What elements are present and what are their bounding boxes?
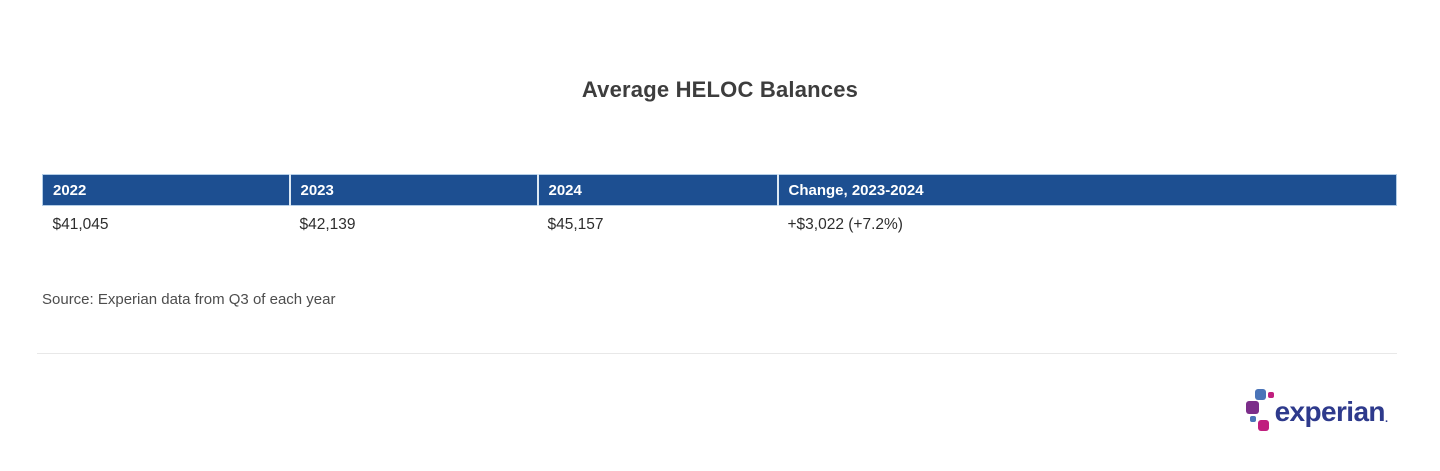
source-note: Source: Experian data from Q3 of each ye… (42, 291, 336, 308)
page-title: Average HELOC Balances (581, 77, 859, 102)
table-header-row: 2022 2023 2024 Change, 2023-2024 (42, 174, 1397, 206)
logo-square-magenta-icon (1257, 420, 1269, 431)
logo-square-blue-small-icon (1249, 416, 1256, 422)
logo-square-magenta-small-icon (1267, 392, 1274, 398)
column-header-2022: 2022 (42, 174, 291, 206)
balance-2022-cell: $41,045 (42, 205, 290, 246)
horizontal-divider (37, 353, 1397, 354)
balance-2024-cell: $45,157 (537, 205, 778, 246)
logo-square-blue-icon (1254, 389, 1266, 400)
logo-square-purple-icon (1245, 401, 1259, 414)
column-header-2024: 2024 (537, 174, 779, 206)
experian-logo-text: experian (1274, 396, 1386, 427)
column-header-change: Change, 2023-2024 (777, 174, 1397, 206)
table-row: $41,045 $42,139 $45,157 +$3,022 (+7.2%) (42, 205, 1397, 246)
experian-logo-mark-icon (1245, 386, 1274, 434)
column-header-2023: 2023 (289, 174, 539, 206)
experian-logo-trademark: . (1384, 413, 1388, 425)
experian-logo: experian . (1245, 386, 1388, 434)
heloc-balances-table: 2022 2023 2024 Change, 2023-2024 $41,045… (42, 174, 1397, 246)
balance-2023-cell: $42,139 (289, 205, 538, 246)
balance-change-cell: +$3,022 (+7.2%) (777, 205, 1397, 246)
